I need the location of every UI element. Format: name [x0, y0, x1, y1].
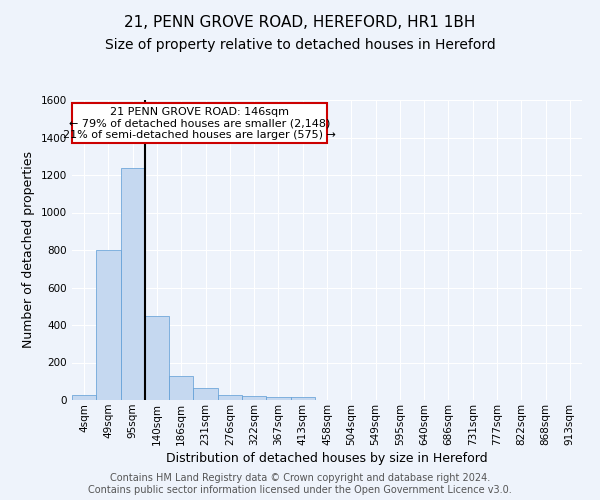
Bar — [145, 316, 169, 400]
Bar — [242, 396, 266, 400]
Text: Contains HM Land Registry data © Crown copyright and database right 2024.
Contai: Contains HM Land Registry data © Crown c… — [88, 474, 512, 495]
Bar — [266, 397, 290, 400]
Text: Size of property relative to detached houses in Hereford: Size of property relative to detached ho… — [104, 38, 496, 52]
Bar — [96, 250, 121, 400]
Bar — [193, 388, 218, 400]
Bar — [218, 396, 242, 400]
Bar — [121, 168, 145, 400]
Y-axis label: Number of detached properties: Number of detached properties — [22, 152, 35, 348]
Bar — [72, 396, 96, 400]
Bar — [290, 397, 315, 400]
Text: 21, PENN GROVE ROAD, HEREFORD, HR1 1BH: 21, PENN GROVE ROAD, HEREFORD, HR1 1BH — [124, 15, 476, 30]
X-axis label: Distribution of detached houses by size in Hereford: Distribution of detached houses by size … — [166, 452, 488, 465]
Text: 21 PENN GROVE ROAD: 146sqm
← 79% of detached houses are smaller (2,148)
21% of s: 21 PENN GROVE ROAD: 146sqm ← 79% of deta… — [63, 106, 336, 140]
Bar — [169, 376, 193, 400]
